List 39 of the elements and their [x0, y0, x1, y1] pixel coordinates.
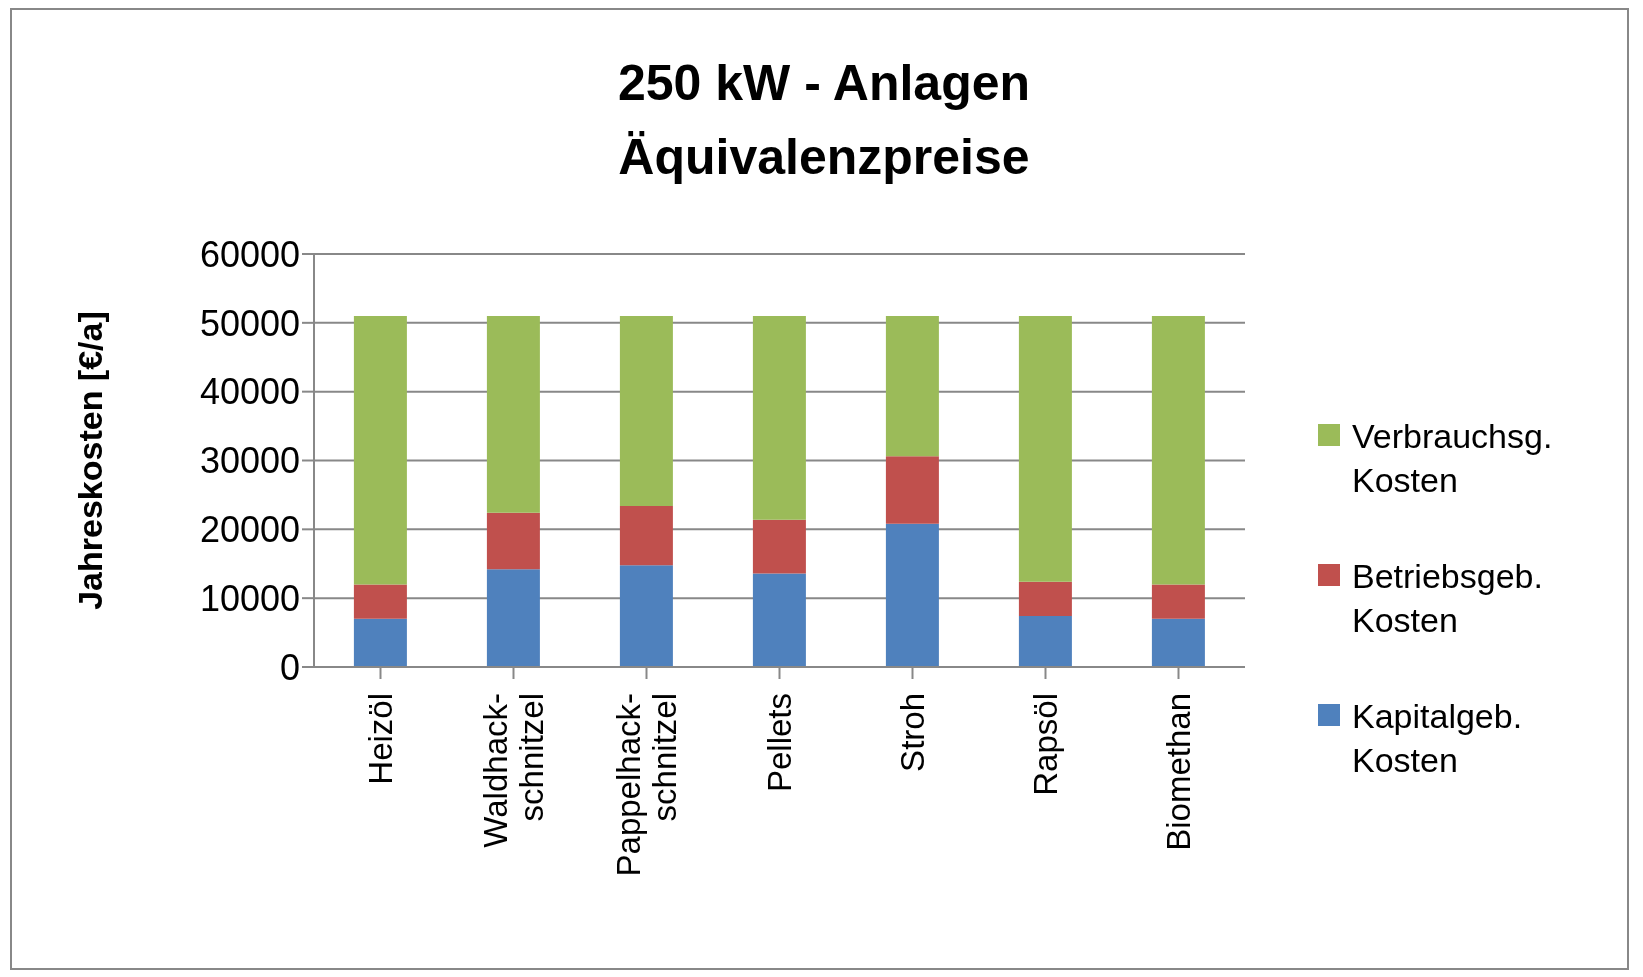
bar	[1151, 315, 1205, 585]
bar	[353, 618, 407, 667]
bar	[752, 315, 806, 520]
legend-label: Betriebsgeb. Kosten	[1352, 556, 1544, 641]
bar	[486, 569, 540, 667]
x-tick-label: Stroh	[894, 693, 932, 772]
y-tick-label: 40000	[199, 371, 300, 413]
bar	[1018, 616, 1072, 667]
y-tick-label: 20000	[199, 509, 300, 551]
x-tick-label: Waldhack- schnitzel	[476, 693, 551, 848]
bar	[1018, 581, 1072, 617]
bar	[885, 315, 939, 457]
bar	[1018, 315, 1072, 582]
bar	[619, 315, 673, 506]
legend-label: Kapitalgeb. Kosten	[1352, 696, 1524, 781]
bar	[486, 315, 540, 513]
bar	[619, 505, 673, 566]
bar	[752, 573, 806, 667]
bar	[619, 565, 673, 667]
bar	[885, 456, 939, 524]
bar	[486, 512, 540, 570]
bar	[353, 315, 407, 585]
bar	[885, 523, 939, 667]
x-tick-label: Heizöl	[362, 693, 400, 785]
x-tick-label: Pellets	[761, 693, 799, 793]
y-tick-label: 10000	[199, 577, 300, 619]
bar	[1151, 584, 1205, 619]
bar	[752, 519, 806, 574]
y-tick-label: 50000	[199, 302, 300, 344]
x-tick-label: Biomethan	[1160, 693, 1198, 851]
legend-label: Verbrauchsg. Kosten	[1352, 416, 1554, 501]
y-tick-label: 0	[279, 646, 300, 688]
y-axis-title: Jahreskosten [€/a]	[71, 311, 110, 610]
y-tick-label: 30000	[199, 440, 300, 482]
chart-title: 250 kW - Anlagen Äquivalenzpreise	[616, 54, 1032, 187]
bar	[353, 584, 407, 619]
x-tick-label: Rapsöl	[1027, 693, 1065, 796]
y-tick-label: 60000	[199, 233, 300, 275]
bar	[1151, 618, 1205, 667]
